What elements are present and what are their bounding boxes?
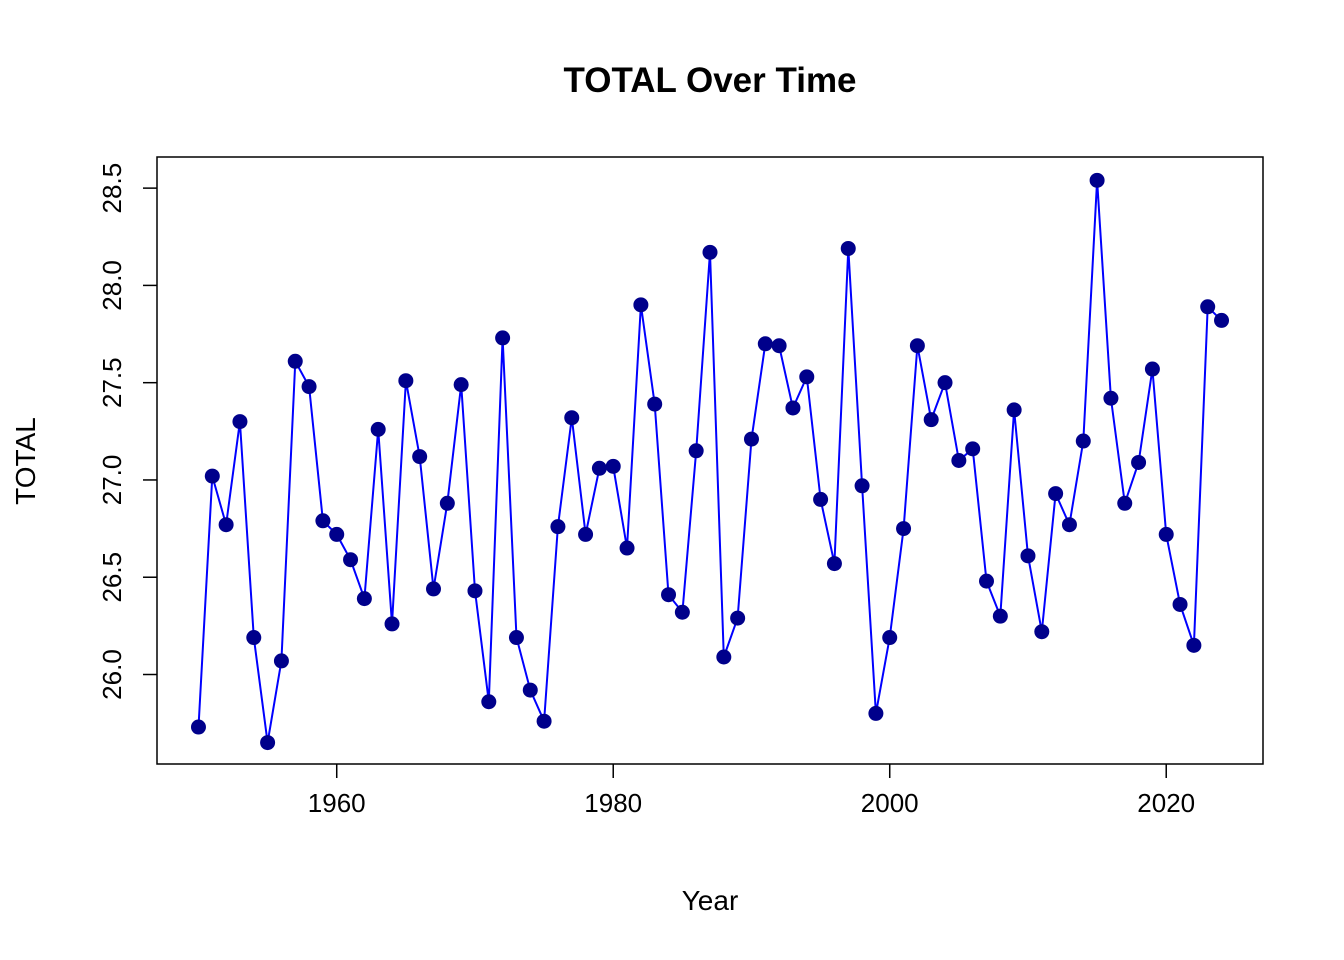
- data-point: [647, 396, 663, 412]
- data-point: [799, 369, 815, 385]
- series-line: [197, 180, 1223, 743]
- data-point: [868, 705, 884, 721]
- y-tick-label: 28.5: [97, 163, 127, 214]
- data-point: [260, 735, 276, 751]
- data-point: [1172, 596, 1188, 612]
- y-axis: 26.0 26.5 27.0 27.5 28.0 28.5: [97, 163, 157, 700]
- data-point: [426, 581, 441, 597]
- data-point: [343, 552, 359, 568]
- data-point: [1048, 486, 1064, 502]
- x-tick-label: 1960: [308, 788, 366, 818]
- y-tick-label: 27.5: [97, 357, 127, 408]
- data-point: [1061, 517, 1077, 533]
- data-point: [1034, 624, 1050, 640]
- data-point: [771, 338, 787, 354]
- data-point: [909, 338, 925, 354]
- data-point: [1103, 390, 1119, 406]
- data-point: [757, 336, 773, 352]
- data-point: [743, 431, 759, 447]
- data-point: [896, 521, 912, 537]
- data-point: [661, 587, 677, 603]
- chart-title: TOTAL Over Time: [563, 61, 856, 100]
- data-point: [467, 583, 483, 599]
- data-point: [384, 616, 400, 632]
- y-tick-label: 27.0: [97, 455, 127, 506]
- x-axis-label: Year: [682, 885, 739, 916]
- data-point: [965, 441, 981, 457]
- data-point: [246, 630, 262, 646]
- data-point: [702, 244, 718, 260]
- x-axis: 1960 1980 2000 2020: [308, 764, 1195, 818]
- data-point: [633, 297, 649, 313]
- data-point: [1075, 433, 1091, 449]
- data-point: [481, 694, 497, 710]
- data-point: [495, 330, 511, 346]
- data-point: [550, 519, 566, 535]
- data-point: [730, 610, 746, 626]
- data-point: [785, 400, 801, 416]
- y-tick-label: 26.5: [97, 552, 127, 603]
- x-tick-label: 1980: [584, 788, 642, 818]
- data-point: [605, 458, 621, 474]
- data-point: [923, 412, 939, 428]
- data-series: [190, 172, 1230, 751]
- plot-frame: [156, 156, 1264, 765]
- data-point: [840, 240, 856, 256]
- y-axis-label: TOTAL: [10, 417, 41, 505]
- data-point: [356, 591, 372, 607]
- data-point: [716, 649, 732, 665]
- data-point: [218, 517, 234, 533]
- x-tick-label: 2000: [861, 788, 919, 818]
- data-point: [1117, 495, 1133, 511]
- data-point: [315, 513, 331, 529]
- data-point: [232, 414, 248, 430]
- data-point: [1158, 526, 1174, 542]
- data-point: [1144, 361, 1160, 377]
- data-point: [453, 377, 469, 393]
- data-point: [619, 540, 635, 556]
- y-tick-label: 28.0: [97, 260, 127, 311]
- x-tick-label: 2020: [1137, 788, 1195, 818]
- data-point: [591, 460, 607, 476]
- data-point: [578, 526, 594, 542]
- data-point: [992, 608, 1008, 624]
- data-point: [1214, 312, 1230, 328]
- data-point: [826, 556, 842, 572]
- data-point: [951, 453, 967, 468]
- data-point: [522, 682, 538, 698]
- data-point: [979, 573, 994, 589]
- data-point: [1186, 637, 1202, 653]
- data-point: [370, 421, 386, 437]
- data-point: [1020, 548, 1036, 564]
- data-point: [287, 353, 303, 369]
- data-point: [273, 653, 289, 669]
- data-point: [329, 526, 345, 542]
- data-point: [1200, 299, 1216, 315]
- data-point: [439, 495, 455, 511]
- data-point: [882, 630, 898, 646]
- data-point: [204, 468, 220, 484]
- data-point: [412, 449, 428, 465]
- data-point: [508, 630, 524, 646]
- data-point: [688, 443, 704, 459]
- data-point: [813, 491, 829, 507]
- data-point: [398, 373, 414, 389]
- data-point: [1006, 402, 1022, 418]
- data-point: [1131, 454, 1147, 470]
- data-point: [937, 375, 953, 391]
- data-point: [190, 719, 206, 735]
- data-point: [301, 379, 317, 395]
- y-tick-label: 26.0: [97, 649, 127, 700]
- data-point: [854, 478, 870, 494]
- data-point: [564, 410, 580, 426]
- data-point: [674, 604, 690, 620]
- data-point: [1089, 172, 1105, 188]
- data-point: [536, 713, 552, 729]
